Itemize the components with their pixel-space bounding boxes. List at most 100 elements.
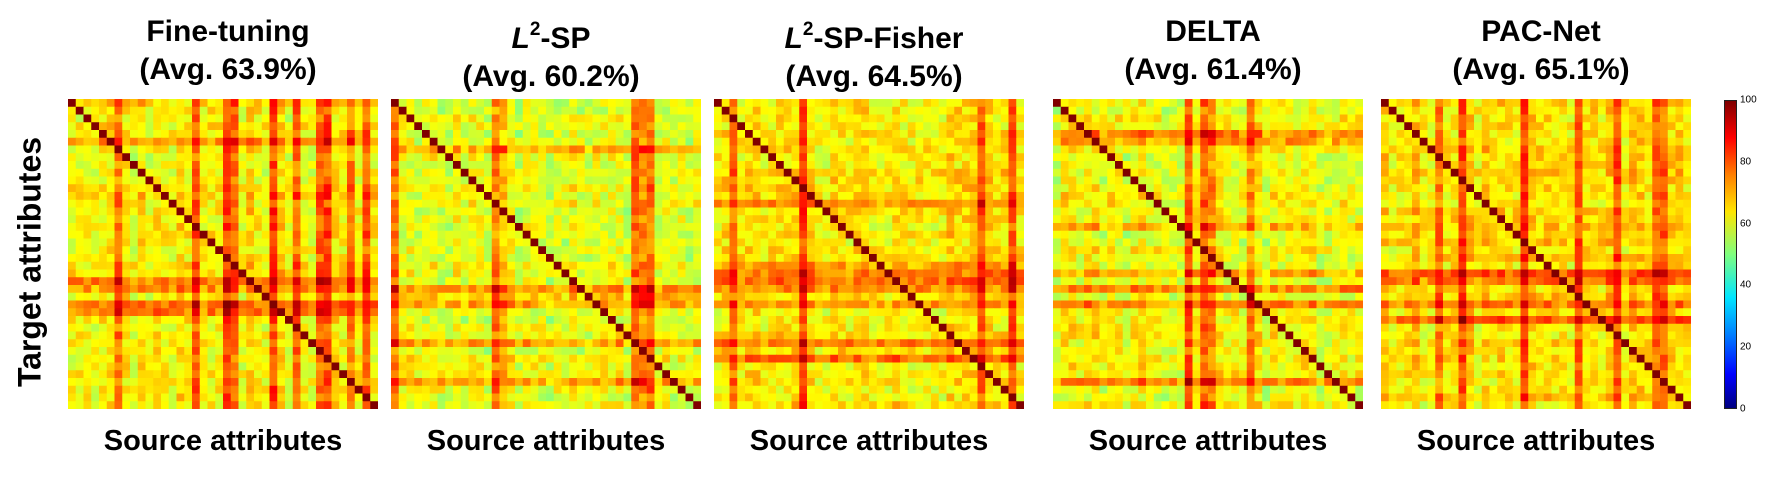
heatmap-cell (737, 215, 746, 224)
heatmap-cell (499, 354, 508, 364)
heatmap-cell (99, 145, 108, 154)
heatmap-cell (515, 277, 524, 286)
heatmap-cell (230, 277, 240, 286)
heatmap-cell (530, 145, 539, 154)
heatmap-cell (75, 199, 85, 209)
heatmap-cell (137, 246, 147, 255)
heatmap-cell (876, 401, 886, 409)
heatmap-cell (215, 362, 224, 371)
heatmap-cell (592, 331, 601, 340)
heatmap-cell (822, 354, 831, 364)
heatmap-cell (99, 385, 108, 395)
heatmap-cell (176, 385, 185, 395)
heatmap-cell (406, 246, 415, 255)
heatmap-cell (1084, 122, 1093, 131)
heatmap-cell (507, 269, 516, 278)
heatmap-cell (714, 331, 723, 340)
heatmap-cell (569, 378, 578, 387)
heatmap-cell (106, 223, 116, 232)
heatmap-cell (515, 122, 524, 131)
heatmap-cell (1008, 230, 1017, 240)
heatmap-cell (807, 246, 816, 255)
heatmap-cell (592, 223, 601, 232)
heatmap-cell (969, 285, 979, 294)
heatmap-cell (639, 254, 648, 263)
heatmap-cell (608, 137, 617, 147)
heatmap-cell (561, 308, 570, 317)
heatmap-cell (721, 184, 731, 193)
heatmap-cell (923, 261, 932, 271)
heatmap-cell (1138, 122, 1147, 131)
heatmap-cell (1146, 114, 1155, 123)
heatmap-cell (370, 176, 378, 185)
heatmap-cell (615, 176, 625, 185)
heatmap-cell (876, 238, 886, 247)
heatmap-cell (460, 106, 470, 116)
heatmap-cell (515, 99, 524, 108)
heatmap-cell (499, 99, 508, 108)
heatmap-cell (1008, 161, 1017, 170)
heatmap-cell (530, 99, 539, 108)
heatmap-cell (445, 316, 454, 325)
heatmap-cell (553, 370, 563, 379)
heatmap-cell (362, 184, 371, 193)
heatmap-cell (553, 215, 563, 224)
heatmap-cell (354, 215, 364, 224)
heatmap-cell (608, 106, 617, 116)
heatmap-cell (207, 385, 216, 395)
heatmap-cell (83, 277, 92, 286)
heatmap-cell (900, 161, 909, 170)
heatmap-cell (106, 285, 116, 294)
heatmap-diagonal-cell (853, 238, 862, 247)
heatmap-cell (639, 316, 648, 325)
heatmap-cell (884, 130, 893, 139)
heatmap-cell (246, 168, 255, 178)
heatmap-cell (246, 378, 255, 387)
heatmap-cell (137, 316, 147, 325)
heatmap-cell (437, 308, 446, 317)
heatmap-cell (445, 378, 454, 387)
heatmap-cell (685, 145, 694, 154)
heatmap-cell (1016, 246, 1024, 255)
heatmap-cell (153, 401, 162, 409)
heatmap-cell (238, 199, 247, 209)
heatmap-cell (745, 145, 754, 154)
heatmap-cell (530, 207, 539, 216)
heatmap-cell (907, 316, 917, 325)
heatmap-cell (615, 192, 625, 201)
heatmap-cell (592, 269, 601, 278)
heatmap-cell (468, 339, 477, 348)
heatmap-cell (316, 300, 325, 309)
heatmap-cell (915, 347, 924, 356)
heatmap-cell (729, 378, 738, 387)
heatmap-cell (316, 145, 325, 154)
heatmap-cell (515, 184, 524, 193)
heatmap-cell (68, 277, 77, 286)
heatmap-cell (768, 285, 777, 294)
heatmap-cell (316, 168, 325, 178)
heatmap-cell (538, 168, 547, 178)
heatmap-cell (106, 176, 116, 185)
heatmap-cell (1016, 130, 1024, 139)
heatmap-cell (760, 300, 769, 309)
heatmap-cell (662, 215, 671, 224)
heatmap-cell (130, 106, 139, 116)
heatmap-cell (308, 176, 317, 185)
heatmap-cell (861, 223, 870, 232)
heatmap-cell (783, 122, 793, 131)
heatmap-cell (714, 385, 723, 395)
heatmap-cell (308, 323, 317, 333)
heatmap-cell (814, 254, 824, 263)
heatmap-cell (845, 246, 855, 255)
heatmap-cell (685, 192, 694, 201)
heatmap-cell (752, 99, 762, 108)
heatmap-cell (546, 153, 555, 162)
heatmap-cell (577, 323, 586, 333)
heatmap-cell (354, 261, 364, 271)
heatmap-cell (577, 130, 586, 139)
heatmap-cell (768, 184, 777, 193)
heatmap-cell (184, 230, 193, 240)
heatmap-cell (145, 106, 154, 116)
heatmap-cell (339, 130, 348, 139)
heatmap-diagonal-cell (938, 323, 948, 333)
